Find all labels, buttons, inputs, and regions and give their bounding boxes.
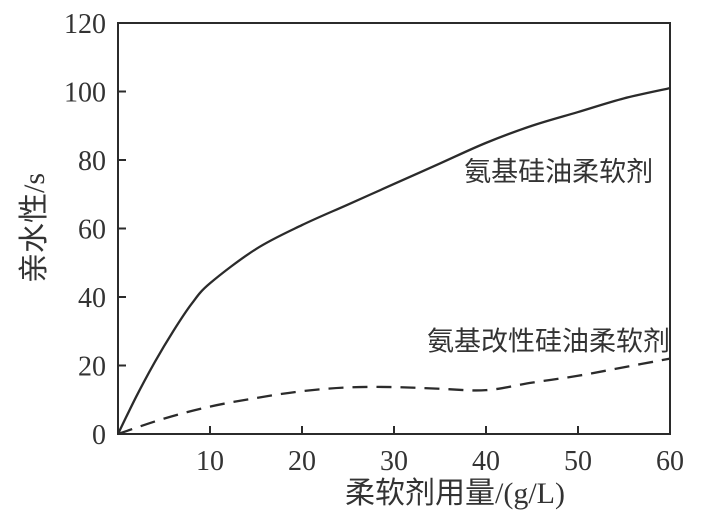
series-lines: [116, 86, 671, 436]
y-tick-label: 20: [78, 352, 106, 383]
series-label-solid: 氨基硅油柔软剂: [464, 157, 653, 187]
y-tick-label: 80: [78, 146, 106, 177]
y-tick-label: 60: [78, 215, 106, 246]
y-axis-label: 亲水性/s: [18, 173, 51, 283]
y-tick-label: 100: [64, 78, 106, 109]
x-tick-label: 30: [380, 446, 408, 477]
x-axis-ticks: [209, 426, 671, 434]
y-axis-ticks: [118, 90, 126, 367]
x-tick-label: 50: [564, 446, 592, 477]
y-axis-tick-labels: 0 20 40 60 80 100 120: [64, 9, 106, 451]
plot-area-border: [117, 22, 671, 435]
y-tick-label: 120: [64, 9, 106, 40]
x-tick-label: 10: [196, 446, 224, 477]
x-axis-tick-labels: 10 20 30 40 50 60: [196, 446, 684, 477]
series-line-dashed: [117, 357, 671, 436]
y-tick-label: 40: [78, 283, 106, 314]
x-tick-label: 60: [656, 446, 684, 477]
y-tick-label: 0: [92, 420, 106, 451]
x-axis-label: 柔软剂用量/(g/L): [345, 477, 565, 510]
x-tick-label: 20: [288, 446, 316, 477]
series-label-dashed: 氨基改性硅油柔软剂: [427, 327, 670, 357]
x-tick-label: 40: [472, 446, 500, 477]
series-line-solid: [116, 86, 671, 435]
